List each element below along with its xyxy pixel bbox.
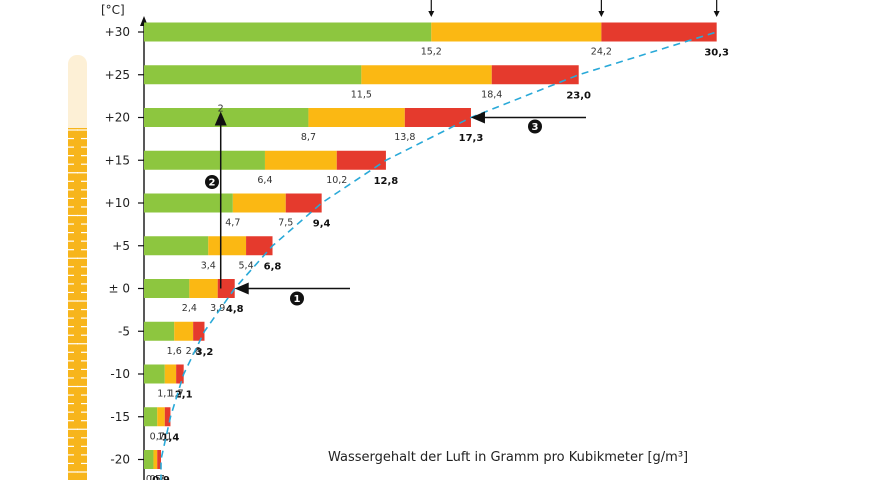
- data-label-orange: 10,2: [326, 175, 347, 186]
- data-label-green: 2,4: [182, 303, 197, 314]
- data-label-orange: 1,1: [157, 431, 172, 442]
- marker-1-label: 1: [294, 294, 301, 305]
- thermometer-icon: [68, 55, 87, 480]
- bar-green-segment: [144, 108, 309, 127]
- y-tick-label: ± 0: [108, 282, 130, 296]
- data-label-orange: 18,4: [481, 89, 502, 100]
- bar-green-segment: [144, 321, 175, 341]
- bar-orange-segment: [431, 22, 602, 42]
- data-label-red: 9,4: [313, 219, 331, 230]
- down-arrow-head: [428, 11, 435, 17]
- bar-red-segment: [246, 236, 273, 256]
- arrow-2-label: 2: [218, 104, 224, 115]
- bar-red-segment: [601, 22, 717, 42]
- x-axis-label: Wassergehalt der Luft in Gramm pro Kubik…: [328, 450, 688, 465]
- y-tick-label: +5: [112, 239, 130, 253]
- data-label-green: 0,5: [146, 474, 161, 480]
- data-label-orange: 3,9: [210, 303, 225, 314]
- bar-orange-segment: [153, 450, 158, 469]
- data-label-green: 8,7: [301, 132, 316, 143]
- bar-orange-segment: [308, 108, 405, 127]
- bar-red-segment: [285, 193, 322, 213]
- down-arrow-head: [713, 11, 720, 17]
- bar-orange-segment: [164, 364, 177, 384]
- bar-orange-segment: [232, 193, 286, 213]
- data-label-red: 3,2: [196, 347, 214, 358]
- bar-red-segment: [193, 321, 205, 341]
- arrow-3-head: [470, 111, 485, 124]
- marker-3-label: 3: [532, 122, 539, 133]
- bar-green-segment: [144, 65, 362, 85]
- y-tick-label: +15: [105, 153, 130, 167]
- y-tick-label: +25: [105, 68, 130, 82]
- bar-green-segment: [144, 279, 190, 298]
- marker-1: [290, 291, 304, 306]
- data-label-red: 6,8: [264, 261, 282, 272]
- bar-orange-segment: [157, 407, 165, 427]
- down-arrow-head: [598, 11, 605, 17]
- data-label-red: 30,3: [704, 48, 729, 59]
- bar-orange-segment: [174, 321, 194, 341]
- bar-green-segment: [144, 193, 233, 213]
- bar-green-segment: [144, 407, 158, 427]
- y-tick-label: +20: [105, 111, 130, 125]
- data-label-red: 4,8: [226, 304, 244, 315]
- bar-red-segment: [491, 65, 579, 85]
- data-label-orange: 5,4: [239, 260, 254, 271]
- data-label-orange: 13,8: [394, 132, 415, 143]
- data-label-green: 1,6: [167, 346, 182, 357]
- bar-green-segment: [144, 364, 165, 384]
- data-label-red: 23,0: [566, 90, 591, 101]
- arrow-1-head: [234, 282, 249, 295]
- bar-orange-segment: [189, 279, 218, 298]
- data-label-red: 17,3: [459, 133, 484, 144]
- data-label-red: 2,1: [175, 390, 193, 401]
- bar-orange-segment: [361, 65, 492, 85]
- bar-green-segment: [144, 450, 154, 469]
- data-label-green: 4,7: [225, 218, 240, 229]
- y-tick-label: +30: [105, 25, 130, 39]
- bar-orange-segment: [264, 150, 337, 170]
- arrow-2-head: [214, 111, 227, 126]
- data-label-green: 6,4: [257, 175, 272, 186]
- y-tick-label: -10: [110, 367, 130, 381]
- data-label-red: 1,4: [162, 432, 180, 443]
- bar-red-segment: [157, 450, 162, 469]
- y-tick-label: -20: [110, 453, 130, 467]
- y-tick-label: -5: [118, 324, 130, 338]
- data-label-green: 1,1: [157, 389, 172, 400]
- bar-red-segment: [176, 364, 184, 384]
- data-label-orange: 2,6: [186, 346, 201, 357]
- marker-2: [205, 175, 219, 189]
- y-tick-label: -15: [110, 410, 130, 424]
- data-label-green: 0,7: [150, 431, 165, 442]
- saturation-curve: [160, 31, 717, 480]
- bar-green-segment: [144, 236, 209, 256]
- bar-green-segment: [144, 150, 265, 170]
- data-label-orange: 24,2: [591, 47, 612, 58]
- y-axis-label: [°C]: [101, 3, 125, 17]
- bar-red-segment: [404, 108, 471, 127]
- data-label-green: 3,4: [201, 260, 216, 271]
- bar-red-segment: [164, 407, 171, 427]
- data-label-orange: 0,7: [150, 474, 165, 480]
- data-label-red: 12,8: [374, 176, 399, 187]
- bar-green-segment: [144, 22, 432, 42]
- bar-red-segment: [336, 150, 386, 170]
- data-label-orange: 1,7: [169, 389, 184, 400]
- y-tick-label: +10: [105, 196, 130, 210]
- marker-2-label: 2: [209, 178, 216, 189]
- data-label-green: 15,2: [421, 47, 442, 58]
- data-label-orange: 7,5: [278, 218, 293, 229]
- bar-orange-segment: [208, 236, 247, 256]
- data-label-green: 11,5: [351, 89, 372, 100]
- marker-3: [528, 119, 542, 134]
